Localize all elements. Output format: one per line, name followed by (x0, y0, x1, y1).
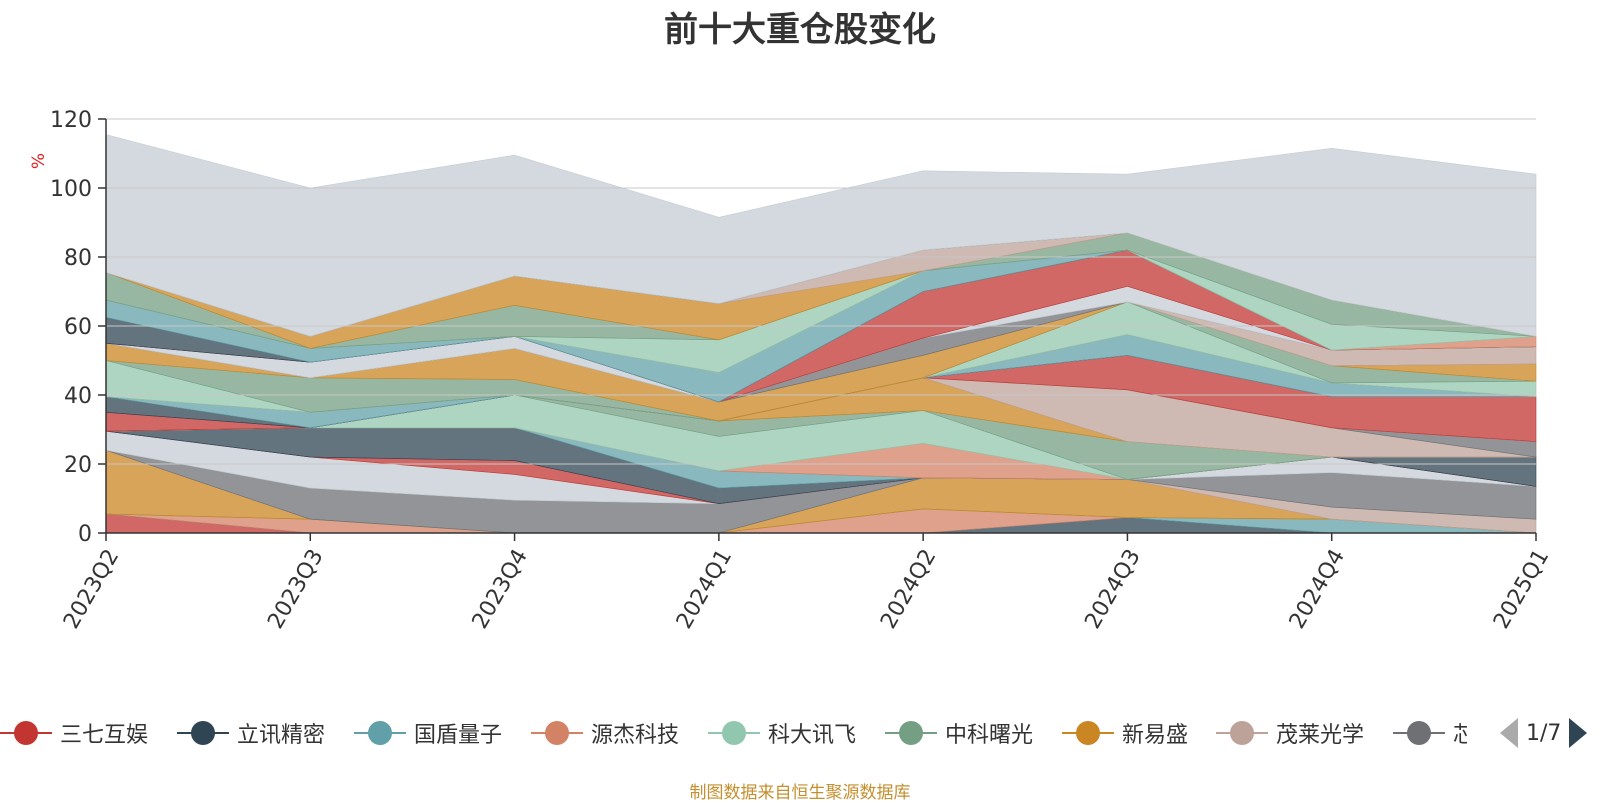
legend-label: 立讯精密 (237, 723, 326, 748)
legend-label: 国盾量子 (414, 723, 503, 748)
legend-item[interactable]: 新易盛 (1062, 713, 1188, 753)
legend: 三七互娱 立讯精密 国盾量子 源杰科技 科大讯飞 中科曙光 新易盛 茂莱光学 芯 1/7 (0, 713, 1600, 753)
legend-label: 科大讯飞 (768, 723, 857, 748)
legend-pager: 1/7 (1500, 713, 1588, 753)
legend-marker-icon (177, 718, 229, 748)
legend-marker-icon (531, 718, 583, 748)
x-tick-label: 2024Q2 (876, 545, 941, 633)
legend-marker-icon (885, 718, 937, 748)
series-area-40 (105, 134, 1537, 337)
y-tick-label: 120 (50, 108, 92, 133)
legend-marker-icon (708, 718, 760, 748)
x-axis: 2023Q2 2023Q3 2023Q4 2024Q1 2024Q2 2024Q3 2024… (59, 532, 1554, 633)
legend-items: 三七互娱 立讯精密 国盾量子 源杰科技 科大讯飞 中科曙光 新易盛 茂莱光学 芯 (0, 713, 1467, 753)
x-tick-label: 2024Q4 (1285, 545, 1350, 633)
legend-item[interactable]: 立讯精密 (177, 713, 325, 753)
y-tick-label: 100 (50, 177, 92, 202)
legend-item[interactable]: 源杰科技 (531, 713, 679, 753)
legend-label: 茂莱光学 (1276, 723, 1365, 748)
legend-next-page-icon[interactable] (1569, 718, 1588, 748)
legend-label: 新易盛 (1122, 723, 1189, 748)
x-tick-label: 2025Q1 (1489, 545, 1554, 633)
legend-item[interactable]: 中科曙光 (885, 713, 1033, 753)
y-axis: 0 20 40 60 80 100 120 (50, 108, 1536, 547)
legend-label: 源杰科技 (591, 723, 680, 748)
stacked-area-chart: 0 20 40 60 80 100 120 2023Q2 2023Q3 2023Q4 2024Q1… (29, 108, 1554, 633)
legend-marker-icon (1062, 718, 1114, 748)
y-axis-unit-label: % (29, 153, 49, 169)
legend-marker-icon (1393, 718, 1445, 748)
plot-area (105, 134, 1537, 534)
y-tick-label: 0 (78, 522, 92, 547)
x-tick-label: 2024Q3 (1080, 545, 1145, 633)
legend-item[interactable]: 茂莱光学 (1216, 713, 1364, 753)
x-tick-label: 2023Q3 (263, 545, 328, 633)
y-tick-label: 60 (64, 315, 92, 340)
y-tick-label: 40 (64, 384, 92, 409)
y-tick-label: 20 (64, 453, 92, 478)
chart-title: 前十大重仓股变化 (664, 10, 936, 50)
legend-marker-icon (354, 718, 406, 748)
legend-item[interactable]: 科大讯飞 (708, 713, 856, 753)
source-note: 制图数据来自恒生聚源数据库 (689, 783, 911, 803)
legend-marker-icon (1216, 718, 1268, 748)
legend-label: 芯 (1453, 723, 1467, 748)
y-tick-label: 80 (64, 246, 92, 271)
legend-item[interactable]: 三七互娱 (0, 713, 148, 753)
x-tick-label: 2023Q2 (59, 545, 124, 633)
legend-item[interactable]: 国盾量子 (354, 713, 502, 753)
legend-label: 中科曙光 (945, 723, 1034, 748)
x-tick-label: 2023Q4 (468, 545, 533, 633)
legend-marker-icon (0, 718, 52, 748)
legend-prev-page-icon[interactable] (1500, 718, 1518, 748)
legend-page-indicator: 1/7 (1526, 720, 1562, 746)
legend-item[interactable]: 芯 (1393, 713, 1467, 753)
legend-label: 三七互娱 (60, 723, 149, 748)
x-tick-label: 2024Q1 (672, 545, 737, 633)
